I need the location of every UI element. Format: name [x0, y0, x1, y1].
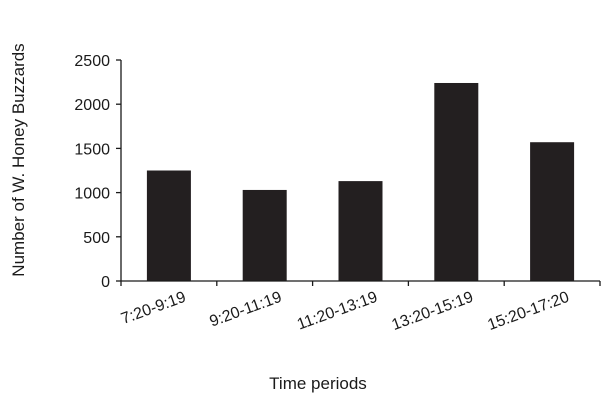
- x-ticks-group: 7:20-9:19 9:20-11:19 11:20-13:19 13:20-15:1…: [119, 281, 601, 334]
- x-tick-label: 11:20-13:19: [295, 289, 380, 334]
- y-ticks-group: 0 500 1000 1500 2000 2500: [74, 53, 121, 291]
- axes-group: [120, 60, 600, 282]
- bar-13:20-15:19: [434, 82, 479, 281]
- x-tick-label: 7:20-9:19: [119, 289, 188, 328]
- y-tick-label: 500: [83, 230, 110, 247]
- bar-7:20-9:19: [146, 170, 191, 281]
- x-axis-title: Time periods: [269, 374, 367, 393]
- y-tick-label: 0: [101, 274, 110, 291]
- y-tick-label: 2000: [74, 97, 110, 114]
- y-tick-label: 1500: [74, 141, 110, 158]
- bar-11:20-13:19: [338, 181, 383, 281]
- bars-group: [146, 82, 575, 281]
- bar-9:20-11:19: [242, 189, 287, 281]
- x-tick-label: 13:20-15:19: [390, 289, 476, 334]
- y-tick-label: 1000: [74, 186, 110, 203]
- x-tick-label: 9:20-11:19: [207, 289, 284, 331]
- y-axis-title: Number of W. Honey Buzzards: [9, 43, 28, 276]
- bar-15:20-17:20: [530, 142, 575, 281]
- y-tick-label: 2500: [74, 53, 110, 70]
- x-tick-label: 15:20-17:20: [485, 289, 571, 334]
